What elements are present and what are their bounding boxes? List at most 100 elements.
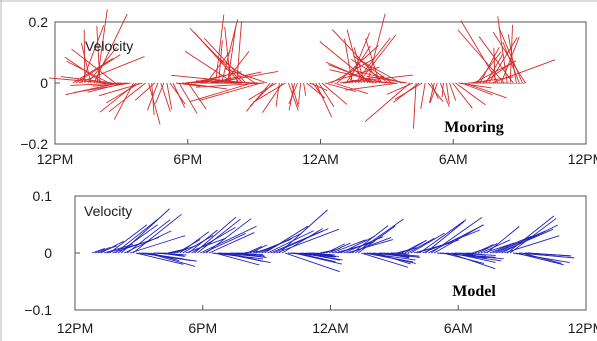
velocity-vector [329,69,386,84]
velocity-vector [331,29,383,84]
velocity-vector [241,252,257,256]
velocity-vector [336,45,379,84]
x-tick-label: 12PM [37,151,74,167]
velocity-vector [464,82,507,99]
velocity-vector [227,25,237,84]
velocity-vector [317,252,334,257]
model-panel: 0.1 0 −0.1 12PM 6PM 12AM 6AM 12PM Velocity Model [24,188,597,336]
velocity-vector [189,28,244,84]
velocity-vector [219,58,256,84]
velocity-vector [106,82,140,104]
velocity-vector [393,252,410,255]
velocity-vector [147,252,196,267]
x-tick-label: 12AM [302,151,339,167]
velocity-vector [314,252,332,257]
velocity-vector [267,230,314,254]
velocity-vector [244,250,259,254]
velocity-vector [148,82,161,125]
velocity-vector [366,75,408,84]
velocity-vector [188,229,218,254]
velocity-vector [302,252,340,261]
velocity-vector [66,60,110,84]
velocity-vector [166,82,173,110]
velocity-vector [212,70,279,84]
velocity-vector [208,232,255,254]
velocity-vector [70,82,122,86]
velocity-vector [351,80,395,84]
velocity-vector [190,82,253,102]
velocity-vector [455,82,486,106]
velocity-vector [195,80,259,84]
velocity-vector [80,43,92,84]
velocity-vector [187,82,207,110]
velocity-vector [460,20,499,84]
velocity-vector [469,252,487,256]
velocity-vector [425,220,465,254]
velocity-vector [509,218,557,254]
velocity-vector [199,82,262,101]
x-tick-label: 12PM [57,320,94,336]
panel-label: Velocity [85,38,133,54]
velocity-vector [167,249,183,254]
velocity-vector [502,41,520,84]
velocity-vector [486,226,520,254]
x-tick-label: 12PM [568,320,597,336]
velocity-vector [375,252,411,265]
velocity-vector [94,246,111,254]
x-tick-label: 12AM [312,320,349,336]
velocity-vector [452,82,473,109]
velocity-vector [245,82,271,112]
velocity-vector [184,50,234,84]
y-tick-label: 0.2 [29,14,49,30]
velocity-vector [264,225,309,254]
velocity-vector [340,235,375,254]
velocity-vector [248,82,277,101]
velocity-vector [492,31,526,84]
velocity-vector [150,252,180,261]
velocity-vector [196,82,265,88]
velocity-vector [357,34,397,84]
velocity-vector [273,228,329,254]
velocity-vector [345,82,398,91]
velocity-vector [386,82,414,95]
velocity-vector [354,218,404,254]
velocity-vector [48,77,107,84]
velocity-vector [129,235,186,254]
velocity-vector [344,38,353,84]
velocity-vector [309,82,328,91]
velocity-vector [330,58,374,84]
velocity-vector [194,216,237,254]
velocity-vector [394,82,423,100]
x-tick-label: 6AM [439,151,468,167]
x-tick-label: 6PM [188,320,217,336]
velocity-vector [321,82,348,105]
velocity-vector [319,41,371,84]
velocity-vector [126,219,171,254]
velocity-vector [328,242,351,254]
velocity-vectors [91,208,575,273]
velocity-vector [72,58,114,84]
velocity-vector [318,82,335,108]
velocity-vector [172,82,186,108]
velocity-vector [428,82,435,104]
velocity-vector [527,252,571,257]
velocity-vector [115,218,159,254]
velocity-vector [98,82,143,97]
velocity-vector [92,82,128,87]
velocity-vector [479,46,500,84]
velocity-vector [182,82,228,90]
velocity-vector [99,82,137,113]
velocity-vector [501,224,558,254]
velocity-vector [419,219,467,254]
velocity-vector [120,208,170,254]
velocity-vector [291,82,299,108]
velocity-vector [204,37,247,84]
velocity-vector [71,48,116,84]
velocity-vector [518,252,575,259]
velocity-vector [206,50,231,84]
velocity-vector [108,82,146,113]
velocity-vector [87,82,125,93]
velocity-vector [205,218,252,254]
velocity-vector [331,239,366,254]
velocity-vector [333,82,368,95]
